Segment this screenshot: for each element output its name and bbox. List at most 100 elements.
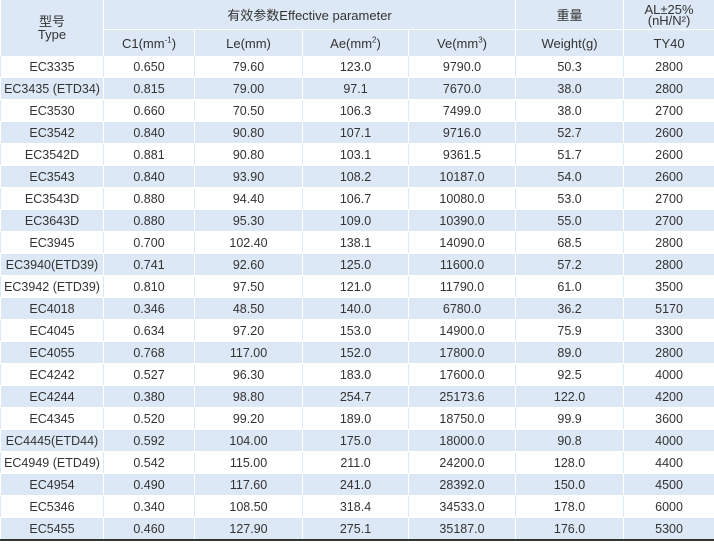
cell-c1: 0.700 <box>103 231 195 254</box>
cell-ve: 14900.0 <box>407 319 517 342</box>
cell-ae: 106.7 <box>302 187 409 210</box>
cell-type: EC3942 (ETD39) <box>0 275 104 298</box>
table-row: EC4045 0.634 97.20 153.0 14900.0 75.9 3300 <box>0 319 714 342</box>
table-row: EC3530 0.660 70.50 106.3 7499.0 38.0 2700 <box>0 99 714 122</box>
table-row: EC3335 0.650 79.60 123.0 9790.0 50.3 2800 <box>0 56 714 78</box>
cell-ae: 140.0 <box>302 297 409 320</box>
cell-al: 4000 <box>623 429 714 452</box>
cell-al: 2800 <box>623 341 714 364</box>
cell-le: 95.30 <box>194 209 303 232</box>
cell-c1: 0.741 <box>103 253 195 276</box>
cell-ve: 24200.0 <box>407 451 517 474</box>
cell-c1: 0.527 <box>103 363 195 386</box>
cell-ae: 123.0 <box>302 56 409 78</box>
cell-weight: 176.0 <box>515 517 625 541</box>
type-header-cn: 型号 <box>38 14 65 29</box>
cell-ve: 14090.0 <box>407 231 517 254</box>
cell-le: 97.50 <box>194 275 303 298</box>
cell-weight: 52.7 <box>515 121 625 144</box>
cell-weight: 75.9 <box>515 319 625 342</box>
cell-ve: 10187.0 <box>407 165 517 188</box>
cell-weight: 122.0 <box>515 385 625 408</box>
cell-ve: 9361.5 <box>407 143 517 166</box>
cell-al: 3600 <box>623 407 714 430</box>
cell-ae: 211.0 <box>302 451 409 474</box>
cell-weight: 89.0 <box>515 341 625 364</box>
cell-le: 96.30 <box>194 363 303 386</box>
cell-le: 104.00 <box>194 429 303 452</box>
table-row: EC3942 (ETD39) 0.810 97.50 121.0 11790.0 61.0… <box>0 275 714 298</box>
cell-le: 127.90 <box>194 517 303 541</box>
table-row: EC4345 0.520 99.20 189.0 18750.0 99.9 3600 <box>0 407 714 430</box>
cell-c1: 0.880 <box>103 187 195 210</box>
ae-column-header: Ae(mm2) <box>302 29 409 56</box>
cell-al: 4200 <box>623 385 714 408</box>
cell-le: 98.80 <box>194 385 303 408</box>
cell-type: EC3542 <box>0 121 104 144</box>
effective-parameter-group-header: 有效参数Effective parameter <box>102 0 517 30</box>
table-body: EC3335 0.650 79.60 123.0 9790.0 50.3 2800 EC343… <box>0 56 714 541</box>
cell-weight: 61.0 <box>515 275 625 298</box>
al-header-line1: AL±25% <box>644 1 694 17</box>
cell-ve: 34533.0 <box>407 495 517 518</box>
cell-weight: 68.5 <box>515 231 625 254</box>
cell-c1: 0.592 <box>103 429 195 452</box>
cell-c1: 0.460 <box>103 517 195 541</box>
cell-ae: 254.7 <box>302 385 409 408</box>
cell-al: 4500 <box>623 473 714 496</box>
cell-ae: 138.1 <box>302 231 409 254</box>
cell-c1: 0.810 <box>103 275 195 298</box>
cell-ve: 10390.0 <box>407 209 517 232</box>
cell-ae: 107.1 <box>302 121 409 144</box>
cell-le: 48.50 <box>194 297 303 320</box>
cell-le: 92.60 <box>194 253 303 276</box>
cell-ve: 6780.0 <box>407 297 517 320</box>
cell-weight: 38.0 <box>515 77 625 100</box>
cell-c1: 0.881 <box>103 143 195 166</box>
cell-ae: 103.1 <box>302 143 409 166</box>
cell-ae: 275.1 <box>302 517 409 541</box>
table-row: EC3435 (ETD34) 0.815 79.00 97.1 7670.0 38.0 28… <box>0 77 714 100</box>
cell-weight: 90.8 <box>515 429 625 452</box>
le-column-header: Le(mm) <box>194 29 303 56</box>
cell-ve: 28392.0 <box>407 473 517 496</box>
table-row: EC4445(ETD44) 0.592 104.00 175.0 18000.0 90.8… <box>0 429 714 452</box>
cell-ve: 11790.0 <box>407 275 517 298</box>
cell-ve: 9716.0 <box>407 121 517 144</box>
cell-le: 90.80 <box>194 121 303 144</box>
cell-weight: 50.3 <box>515 56 625 78</box>
cell-ve: 11600.0 <box>407 253 517 276</box>
table-row: EC3945 0.700 102.40 138.1 14090.0 68.5 2800 <box>0 231 714 254</box>
cell-le: 79.00 <box>194 77 303 100</box>
cell-le: 115.00 <box>194 451 303 474</box>
cell-ve: 17800.0 <box>407 341 517 364</box>
cell-type: EC4445(ETD44) <box>0 429 104 452</box>
cell-ve: 35187.0 <box>407 517 517 541</box>
table-row: EC3543D 0.880 94.40 106.7 10080.0 53.0 2700 <box>0 187 714 210</box>
cell-le: 108.50 <box>194 495 303 518</box>
table-row: EC4055 0.768 117.00 152.0 17800.0 89.0 2800 <box>0 341 714 364</box>
cell-al: 6000 <box>623 495 714 518</box>
cell-le: 117.60 <box>194 473 303 496</box>
cell-weight: 57.2 <box>515 253 625 276</box>
cell-ae: 125.0 <box>302 253 409 276</box>
cell-type: EC4018 <box>0 297 104 320</box>
cell-type: EC4954 <box>0 473 104 496</box>
table-row: EC3542 0.840 90.80 107.1 9716.0 52.7 2600 <box>0 121 714 144</box>
type-header-en: Type <box>37 27 67 42</box>
cell-le: 117.00 <box>194 341 303 364</box>
table-row: EC5455 0.460 127.90 275.1 35187.0 176.0 5300 <box>0 517 714 541</box>
table-row: EC4242 0.527 96.30 183.0 17600.0 92.5 4000 <box>0 363 714 386</box>
cell-c1: 0.815 <box>103 77 195 100</box>
cell-weight: 99.9 <box>515 407 625 430</box>
cell-type: EC3435 (ETD34) <box>0 77 104 100</box>
cell-le: 79.60 <box>194 56 303 78</box>
ve-column-header: Ve(mm3) <box>407 29 517 56</box>
cell-weight: 55.0 <box>515 209 625 232</box>
type-column-header: 型号 Type <box>0 0 104 56</box>
cell-weight: 36.2 <box>515 297 625 320</box>
cell-ae: 109.0 <box>302 209 409 232</box>
cell-al: 2600 <box>623 143 714 166</box>
cell-ae: 153.0 <box>302 319 409 342</box>
